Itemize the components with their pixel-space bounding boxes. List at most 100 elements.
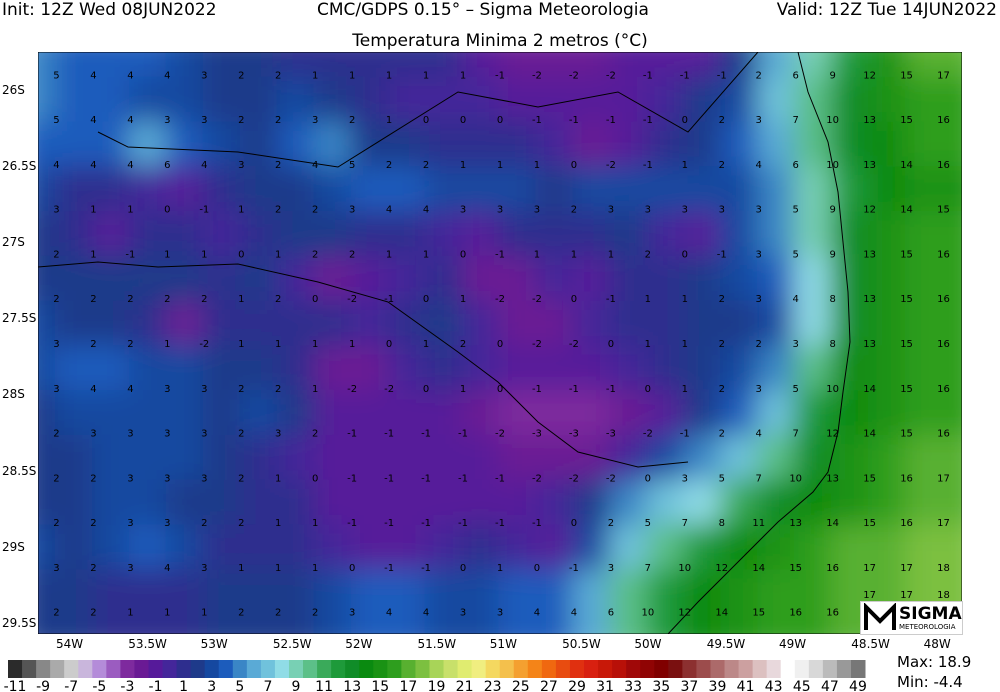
temperature-label: 1	[349, 70, 355, 81]
colorbar-swatch	[541, 660, 557, 678]
temperature-label: 3	[349, 608, 355, 619]
temperature-label: 13	[826, 473, 839, 484]
temperature-label: 4	[164, 70, 170, 81]
colorbar-label: -5	[92, 679, 107, 692]
colorbar-label: 35	[652, 679, 671, 692]
temperature-label: -2	[495, 294, 505, 305]
colorbar-label: 27	[539, 679, 558, 692]
temperature-label: 8	[719, 518, 725, 529]
temperature-label: 1	[682, 384, 688, 395]
temperature-label: -1	[532, 384, 542, 395]
colorbar-swatch	[345, 660, 360, 678]
temperature-label: 2	[312, 429, 318, 440]
temperature-label: 2	[312, 608, 318, 619]
temperature-label: 3	[460, 608, 466, 619]
temperature-label: 2	[90, 518, 96, 529]
temperature-label: 15	[863, 518, 876, 529]
temperature-label: 6	[164, 160, 170, 171]
temperature-label: 2	[423, 160, 429, 171]
lon-tick: 52.5W	[272, 637, 312, 651]
temperature-label: 1	[90, 205, 96, 216]
temperature-label: 4	[386, 608, 392, 619]
colorbar-swatch	[668, 660, 683, 678]
temperature-label: -2	[532, 70, 542, 81]
temperature-label: -2	[532, 473, 542, 484]
temperature-label: -1	[532, 115, 542, 126]
model-name: CMC/GDPS 0.15° – Sigma Meteorologia	[317, 0, 649, 20]
colorbar-label: 1	[179, 679, 189, 692]
temperature-label: 1	[460, 384, 466, 395]
temperature-label: 1	[423, 339, 429, 350]
temperature-label: 0	[312, 294, 318, 305]
temperature-label: 0	[460, 115, 466, 126]
colorbar-swatch	[443, 660, 459, 678]
temperature-label: 2	[608, 518, 614, 529]
temperature-label: -1	[495, 518, 505, 529]
colorbar-swatch	[612, 660, 627, 678]
logo-m-icon	[864, 603, 896, 630]
temperature-label: 16	[826, 608, 839, 619]
temperature-label: 12	[678, 608, 691, 619]
temperature-label: 1	[90, 249, 96, 260]
temperature-label: 2	[275, 608, 281, 619]
temperature-label: 1	[386, 115, 392, 126]
temperature-label: -2	[495, 429, 505, 440]
lon-tick: 48W	[923, 637, 951, 651]
temperature-label: 2	[90, 473, 96, 484]
colorbar-swatch	[471, 660, 487, 678]
temperature-label: 3	[201, 429, 207, 440]
temperature-label: 2	[238, 384, 244, 395]
colorbar-swatch	[8, 660, 23, 678]
temperature-label: 17	[863, 563, 876, 574]
colorbar-swatch	[359, 660, 374, 678]
lon-tick: 52W	[345, 637, 373, 651]
temperature-label: 4	[90, 160, 96, 171]
colorbar-label: 37	[680, 679, 699, 692]
temperature-label: 2	[719, 160, 725, 171]
lon-tick: 49W	[779, 637, 807, 651]
lon-tick: 53W	[200, 637, 228, 651]
temperature-label: 5	[792, 205, 798, 216]
temperature-label: 4	[90, 70, 96, 81]
temperature-label: 4	[423, 205, 429, 216]
temperature-label: 2	[312, 249, 318, 260]
temperature-label: -2	[569, 339, 579, 350]
temperature-label: 9	[829, 249, 835, 260]
lat-tick: 28S	[2, 387, 25, 402]
temperature-label: 6	[608, 608, 614, 619]
temperature-label: 2	[238, 115, 244, 126]
temperature-label: -1	[125, 249, 135, 260]
colorbar-label: 3	[207, 679, 217, 692]
colorbar-label: 5	[235, 679, 245, 692]
temperature-label: 1	[201, 608, 207, 619]
temperature-label: 2	[53, 429, 59, 440]
temperature-label: -1	[421, 473, 431, 484]
temperature-label: 2	[719, 115, 725, 126]
temperature-label: 1	[423, 249, 429, 260]
temperature-label: -3	[532, 429, 542, 440]
temperature-label: 1	[497, 563, 503, 574]
temperature-label: 4	[571, 608, 577, 619]
temperature-label: 3	[53, 384, 59, 395]
colorbar-swatch	[387, 660, 402, 678]
temperature-label: -1	[606, 384, 616, 395]
colorbar-swatch	[457, 660, 473, 678]
temperature-label: 2	[90, 608, 96, 619]
min-value: Min: -4.4	[897, 673, 963, 691]
logo-sub: METEOROLOGIA	[899, 623, 956, 631]
colorbar-label: 15	[371, 679, 390, 692]
temperature-label: 2	[571, 205, 577, 216]
temperature-label: 1	[497, 160, 503, 171]
temperature-label: 4	[312, 160, 318, 171]
temperature-label: 15	[900, 70, 913, 81]
colorbar-swatch	[106, 660, 121, 678]
temperature-label: -2	[199, 339, 209, 350]
field-stats: Max: 18.9 Min: -4.4	[897, 652, 971, 692]
lat-tick: 29S	[2, 539, 25, 554]
temperature-label: 4	[90, 115, 96, 126]
temperature-label: 6	[792, 160, 798, 171]
temperature-label: -1	[384, 563, 394, 574]
colorbar-label: 19	[427, 679, 446, 692]
colorbar-swatch	[303, 660, 318, 678]
temperature-label: 5	[719, 473, 725, 484]
